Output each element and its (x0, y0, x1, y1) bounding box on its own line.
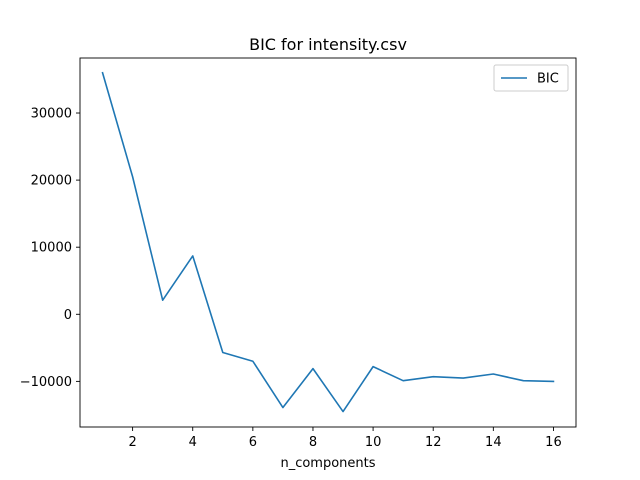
y-tick-label-3: 20000 (31, 174, 72, 189)
axes-frame (79, 57, 577, 428)
y-tick-label-4: 30000 (31, 107, 72, 122)
x-tick-label-0: 2 (128, 435, 136, 450)
legend-label-0: BIC (537, 72, 559, 87)
x-tick-label-4: 10 (365, 435, 382, 450)
legend: BIC (493, 64, 569, 92)
x-tick-label-6: 14 (485, 435, 502, 450)
y-tick-label-2: 10000 (31, 241, 72, 256)
x-axis-label: n_components (280, 456, 375, 471)
x-tick-label-3: 8 (309, 435, 317, 450)
y-tick-label-1: 0 (64, 308, 72, 323)
x-tick-label-2: 6 (249, 435, 257, 450)
plot-area: 2 4 6 8 10 12 14 16 −10000 0 10000 20000 30000 (20, 57, 577, 450)
y-tick-label-0: −10000 (20, 375, 72, 390)
x-tick-label-5: 12 (425, 435, 442, 450)
x-tick-label-1: 4 (189, 435, 197, 450)
legend-box (493, 64, 569, 92)
chart-title: BIC for intensity.csv (249, 35, 407, 54)
x-tick-label-7: 16 (545, 435, 562, 450)
series-line-0 (101, 71, 555, 413)
